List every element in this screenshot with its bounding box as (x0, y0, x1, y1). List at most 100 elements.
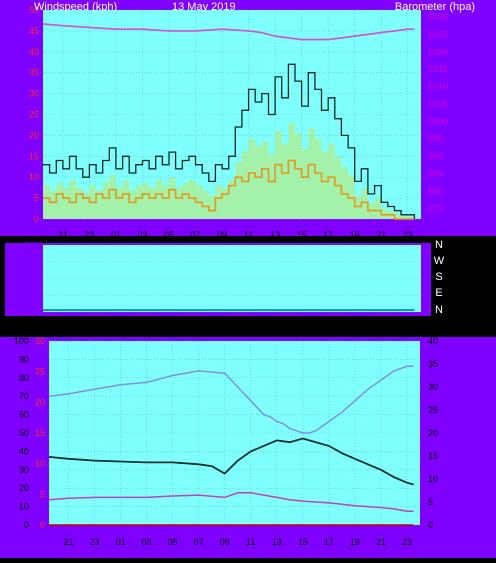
wind-series (42, 23, 416, 220)
humidity-tick-label: 100 (14, 336, 29, 346)
wind-time-tick-label: 07 (191, 230, 201, 240)
rainfall-tick-label: 0 (40, 520, 45, 530)
temp-dewpoint-axis-title: Temperature (°C)Dew Point (°C) (305, 321, 462, 333)
temp-time-tick-label: 13 (272, 537, 282, 547)
rainfall-tick-label: 30 (35, 336, 45, 346)
wind-time-tick-label: 09 (217, 230, 227, 240)
wind-time-tick-label: 23 (403, 230, 413, 240)
direction-label-w: W (434, 255, 445, 267)
barometer-tick-label: 1000 (428, 116, 448, 126)
temperature-tick-label: 15 (428, 451, 438, 461)
humidity-tick-label: 40 (19, 446, 29, 456)
temperature-tick-label: 30 (428, 382, 438, 392)
temp-time-tick-label: 11 (246, 537, 255, 547)
wind-time-tick-label: 15 (297, 230, 307, 240)
barometer-tick-label: 985 (428, 169, 443, 179)
humidity-tick-label: 20 (19, 483, 29, 493)
barometer-axis-title: Barometer (hpa) (395, 1, 475, 13)
humidity-tick-label: 70 (19, 391, 29, 401)
temp-time-tick-label: 09 (220, 537, 230, 547)
axis-ticks: 0510152025303540455097598098599099510001… (14, 5, 448, 547)
wind-time-tick-label: 01 (111, 230, 121, 240)
temp-time-tick-label: 07 (194, 537, 204, 547)
windspeed-tick-label: 35 (29, 68, 39, 78)
direction-label-n-bottom: N (435, 304, 443, 316)
wind-time-tick-label: 05 (164, 230, 174, 240)
direction-label-e: E (435, 287, 442, 299)
humidity-tick-label: 90 (19, 354, 29, 364)
direction-tick-label: 180 (24, 274, 39, 284)
temp-time-tick-label: 21 (376, 537, 386, 547)
wind-time-tick-label: 17 (323, 230, 333, 240)
barometer-tick-label: 990 (428, 151, 443, 161)
humidity-tick-label: 80 (19, 373, 29, 383)
temperature-tick-label: 25 (428, 405, 438, 415)
windspeed-tick-label: 50 (29, 5, 39, 15)
temp-time-tick-label: 05 (168, 537, 178, 547)
wind-time-tick-label: 21 (376, 230, 386, 240)
temp-time-tick-label: 23 (402, 537, 412, 547)
barometer-tick-label: 1010 (428, 82, 448, 92)
wind-time-tick-label: 03 (137, 230, 147, 240)
temp-time-tick-label: 15 (298, 537, 308, 547)
windspeed-tick-label: 30 (29, 89, 39, 99)
barometer-tick-label: 1005 (428, 99, 448, 109)
temp-time-tick-label: 01 (116, 537, 126, 547)
rainfall-tick-label: 5 (40, 489, 45, 499)
pressure-line (42, 23, 415, 41)
humidity-tick-label: 50 (19, 428, 29, 438)
humidity-tick-label: 60 (19, 410, 29, 420)
direction-tick-label: 0 (34, 307, 39, 317)
rain-humidity-axis-title: Rainfall (mm) Humidity (%) (0, 321, 131, 333)
temp-time-tick-label: 17 (324, 537, 334, 547)
chart-date-title: 13 May 2019 (172, 1, 236, 13)
direction-grid (43, 244, 421, 313)
temperature-tick-label: 5 (428, 497, 433, 507)
wind-gust-line (43, 63, 416, 219)
humidity-tick-label: 10 (19, 502, 29, 512)
direction-label-s: S (435, 271, 442, 283)
temperature-line (48, 365, 414, 434)
windspeed-tick-label: 10 (29, 172, 39, 182)
barometer-tick-label: 1020 (428, 47, 448, 57)
dewpoint-line (48, 492, 414, 512)
windspeed-axis-title: Windspeed (kph) (34, 1, 117, 13)
windspeed-tick-label: 25 (29, 110, 39, 120)
rainfall-tick-label: 25 (35, 367, 45, 377)
direction-tick-label: 360 (24, 240, 39, 250)
windspeed-tick-label: 20 (29, 130, 39, 140)
humidity-tick-label: 0 (24, 520, 29, 530)
temperature-tick-label: 0 (428, 520, 433, 530)
windspeed-tick-label: 0 (34, 214, 39, 224)
temperature-tick-label: 10 (428, 474, 438, 484)
wind-time-tick-label: 13 (270, 230, 280, 240)
windspeed-tick-label: 40 (29, 47, 39, 57)
humidity-line (48, 437, 414, 486)
wind-average-line (43, 159, 415, 220)
barometer-tick-label: 1025 (428, 29, 448, 39)
rainfall-tick-label: 20 (35, 397, 45, 407)
direction-tick-label: 90 (29, 290, 39, 300)
direction-tick-label: 270 (24, 257, 39, 267)
temp-time-tick-label: 21 (64, 537, 74, 547)
barometer-tick-label: 995 (428, 134, 443, 144)
temp-time-tick-label: 23 (90, 537, 100, 547)
barometer-tick-label: 980 (428, 186, 443, 196)
rainfall-tick-label: 10 (35, 459, 45, 469)
wind-time-tick-label: 21 (58, 230, 68, 240)
windspeed-tick-label: 5 (34, 193, 39, 203)
temp-time-tick-label: 19 (350, 537, 360, 547)
gust-band-fill (43, 123, 415, 219)
windspeed-tick-label: 15 (29, 151, 39, 161)
barometer-tick-label: 1030 (428, 12, 448, 22)
wind-time-tick-label: 11 (244, 230, 253, 240)
barometer-tick-label: 1015 (428, 64, 448, 74)
direction-label-n-top: N (435, 239, 443, 251)
temperature-tick-label: 40 (428, 336, 438, 346)
temperature-tick-label: 20 (428, 428, 438, 438)
humidity-tick-label: 30 (19, 465, 29, 475)
temperature-tick-label: 35 (428, 359, 438, 369)
wind-time-tick-label: 23 (84, 230, 94, 240)
windspeed-tick-label: 45 (29, 26, 39, 36)
